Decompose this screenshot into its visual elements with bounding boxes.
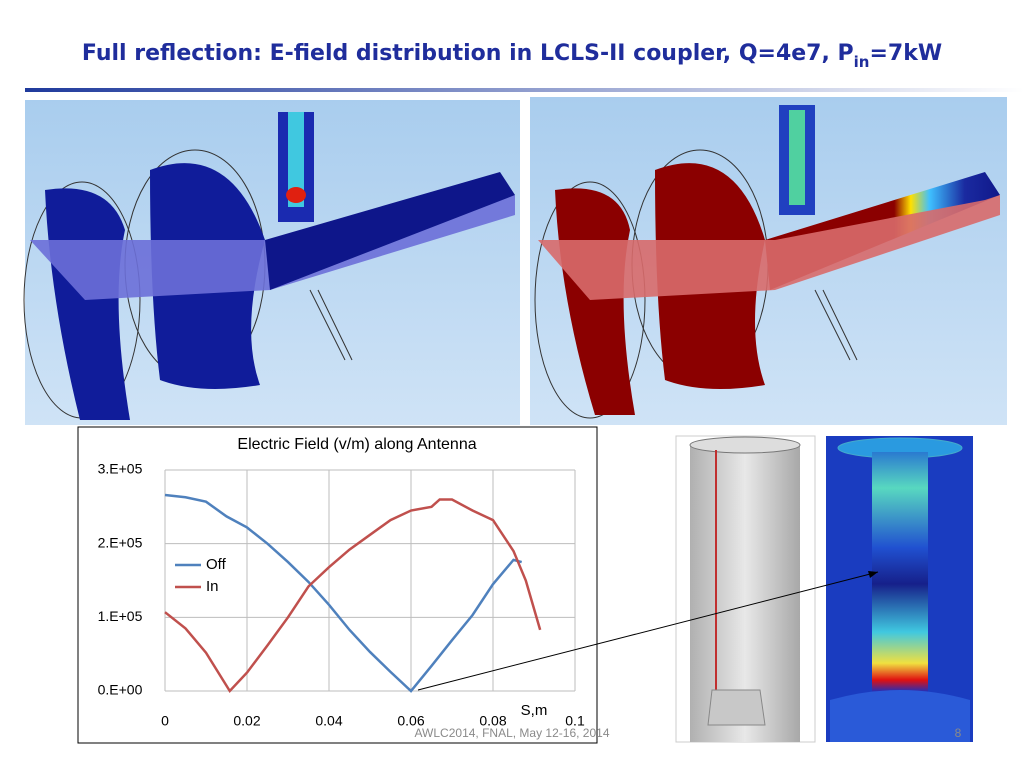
simulation-image-in — [530, 97, 1007, 425]
legend-label: In — [206, 578, 219, 595]
x-tick-label: 0.06 — [397, 713, 424, 729]
series-line — [164, 498, 542, 694]
title-rule — [25, 88, 1024, 92]
title-subscript: in — [854, 53, 870, 71]
x-tick-label: 0.08 — [479, 713, 506, 729]
x-tick-label: 0.04 — [315, 713, 342, 729]
legend-label: Off — [206, 556, 227, 573]
x-tick-label: 0.02 — [233, 713, 260, 729]
page-number: 8 — [955, 726, 962, 740]
antenna-image — [675, 435, 816, 743]
slide-title: Full reflection: E-field distribution in… — [82, 41, 942, 71]
y-tick-label: 2.E+05 — [98, 534, 143, 550]
title-text: =7kW — [869, 41, 942, 66]
chart-frame — [77, 426, 598, 744]
y-tick-label: 3.E+05 — [98, 461, 143, 477]
title-text: Full reflection: E-field distribution in… — [82, 41, 854, 66]
x-axis-label: S,m — [521, 702, 548, 719]
x-tick-label: 0 — [161, 713, 169, 729]
field-image — [826, 436, 973, 742]
chart-title: Electric Field (v/m) along Antenna — [237, 436, 476, 453]
pointer-arrowhead — [868, 571, 878, 578]
y-tick-label: 1.E+05 — [98, 608, 143, 624]
x-tick-label: 0.1 — [565, 713, 585, 729]
pointer-line — [417, 571, 879, 691]
series-line — [164, 493, 523, 693]
footer: AWLC2014, FNAL, May 12-16, 2014 — [415, 726, 610, 740]
chart: Electric Field (v/m) along Antenna 0.E+0… — [98, 436, 585, 728]
y-tick-label: 0.E+00 — [98, 682, 143, 698]
simulation-image-off — [23, 100, 520, 425]
